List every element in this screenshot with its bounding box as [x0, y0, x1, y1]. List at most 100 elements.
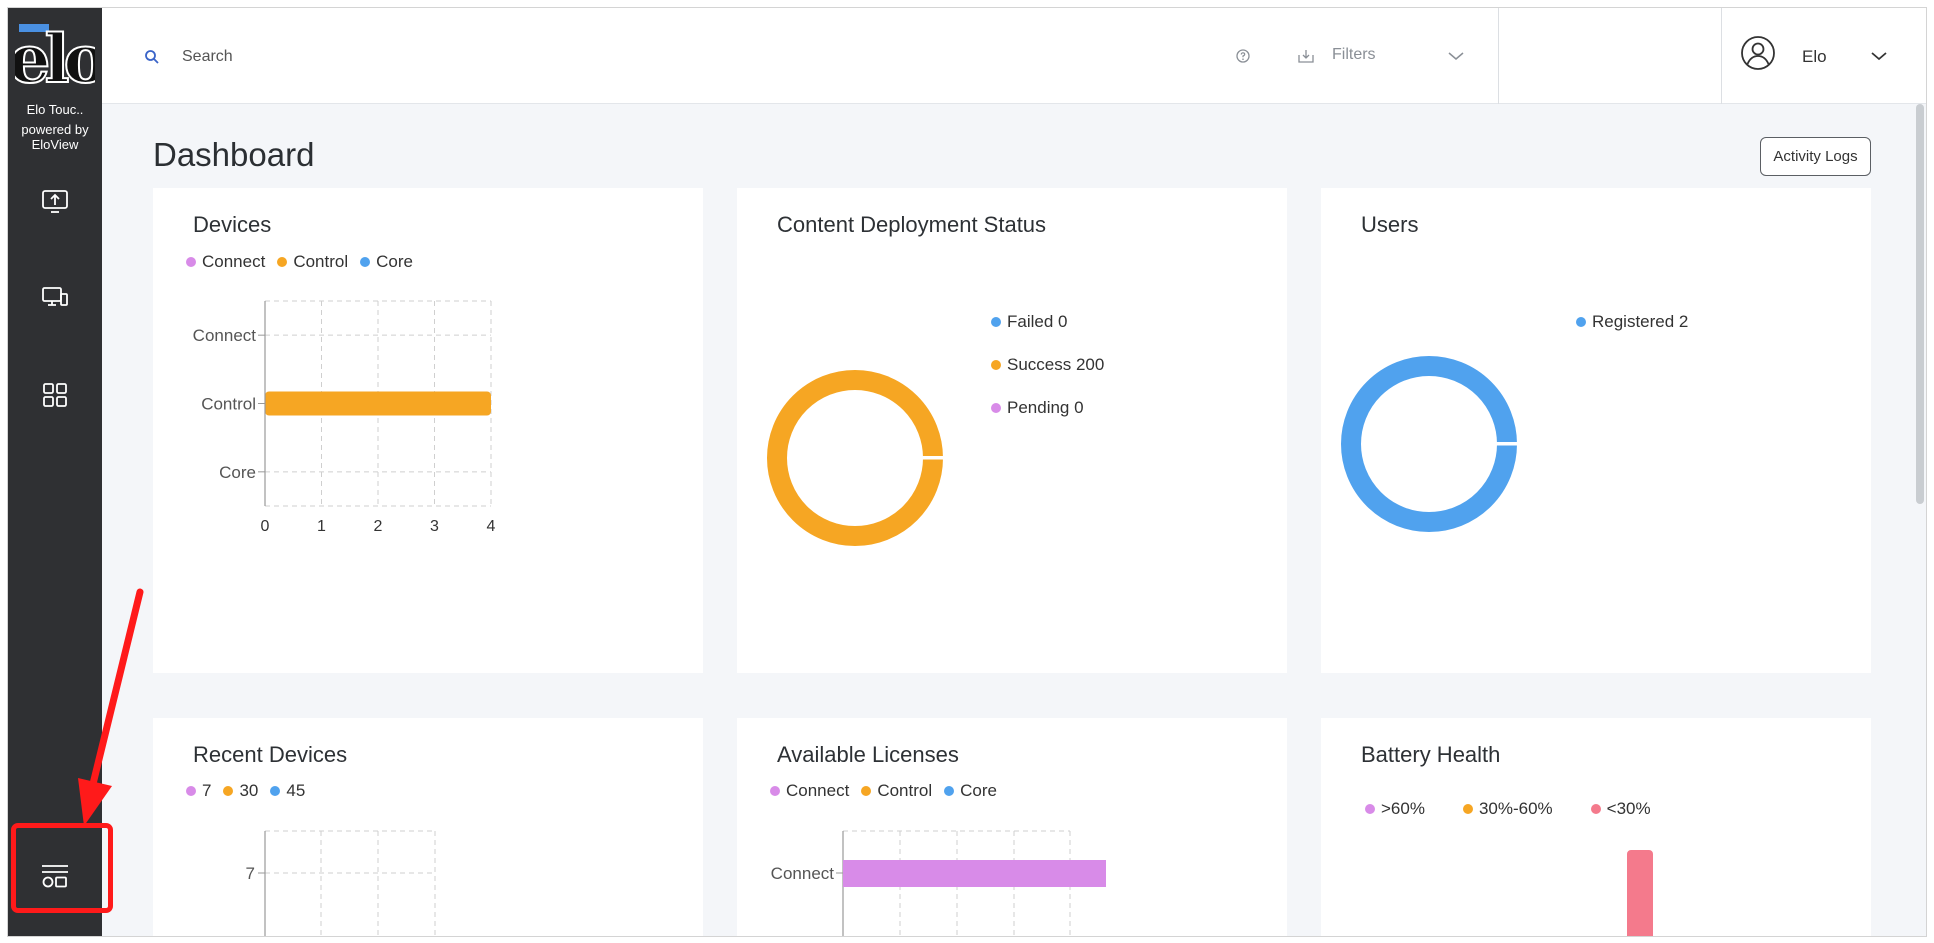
x-tick-label: 1 [317, 518, 326, 535]
legend-dot [944, 786, 955, 796]
x-tick-label: 4 [487, 518, 496, 535]
legend-label: <30% [1606, 799, 1651, 818]
y-tick-label: Core [219, 463, 256, 482]
legend-dot [1590, 804, 1601, 814]
card-title: Users [1361, 212, 1419, 237]
card-title: Devices [193, 212, 272, 237]
nav-menu-toggle[interactable] [30, 851, 80, 901]
legend-label: Control [877, 781, 933, 800]
nav-upload-content[interactable] [30, 176, 80, 226]
bar-connect[interactable] [843, 860, 1106, 887]
legend-label: Success 200 [1007, 354, 1105, 374]
search-input[interactable] [182, 48, 882, 66]
users-donut [1341, 356, 1519, 532]
legend-dot [223, 786, 234, 796]
recent-devices-legend: 7 30 45 [186, 781, 317, 801]
legend-dot [770, 786, 780, 796]
legend-item[interactable]: <30% [1590, 799, 1651, 819]
content-deployment-legend: Failed 0 Success 200 Pending 0 [991, 310, 1116, 439]
legend-label: 45 [286, 781, 306, 800]
bar-low-battery[interactable] [1627, 850, 1653, 936]
app-window: elo Elo Touc.. powered by EloView [7, 7, 1927, 937]
user-name[interactable]: Elo [1802, 47, 1827, 66]
nav-apps[interactable] [30, 370, 80, 420]
y-tick-label: Connect [771, 864, 835, 883]
legend-label: Pending 0 [1007, 397, 1084, 417]
card-title: Battery Health [1361, 742, 1501, 767]
legend-item[interactable]: Success 200 [991, 353, 1104, 376]
x-tick-label: 0 [261, 518, 270, 535]
devices-legend: Connect Control Core [186, 252, 425, 272]
recent-devices-card: Recent Devices 7 30 45 7 [153, 718, 703, 936]
legend-item[interactable]: >60% [1365, 799, 1425, 819]
powered-by: powered by [21, 122, 89, 137]
content-deployment-card: Content Deployment Status Failed 0 Succe… [737, 188, 1287, 673]
filter-icon[interactable] [1297, 48, 1315, 64]
users-legend: Registered 2 [1576, 310, 1700, 353]
activity-logs-button[interactable]: Activity Logs [1760, 137, 1871, 176]
legend-item[interactable]: 30%-60% [1462, 799, 1553, 819]
upload-content-icon [42, 190, 68, 213]
divider [1721, 8, 1722, 104]
legend-dot [360, 257, 371, 267]
chevron-down-icon[interactable] [1447, 50, 1465, 62]
page-title: Dashboard [153, 136, 315, 173]
legend-label: 30%-60% [1478, 799, 1553, 818]
bar-control[interactable] [265, 391, 491, 416]
legend-item[interactable]: Connect [186, 252, 265, 272]
card-title: Available Licenses [777, 742, 959, 767]
legend-dot [186, 786, 196, 796]
available-licenses-bar-chart: Connect [771, 830, 1106, 936]
red-arrow-annotation [78, 588, 144, 826]
search-icon [145, 50, 159, 64]
legend-item[interactable]: Pending 0 [991, 396, 1104, 419]
legend-item[interactable]: Registered 2 [1576, 310, 1688, 333]
menu-toggle-icon [42, 865, 68, 888]
content-deployment-donut [767, 370, 945, 546]
card-title: Content Deployment Status [777, 212, 1047, 237]
chevron-down-icon[interactable] [1870, 50, 1888, 62]
vertical-scrollbar[interactable] [1916, 104, 1924, 504]
highlight-annotation [11, 823, 113, 913]
legend-label: Core [960, 781, 997, 800]
chart-grid [264, 830, 436, 936]
legend-item[interactable]: Control [861, 781, 932, 801]
legend-label: >60% [1381, 799, 1425, 818]
legend-label: Core [376, 252, 413, 271]
devices-bar-chart: 0 1 2 3 4 Connect Control Core [193, 300, 496, 535]
divider [1498, 8, 1499, 104]
available-licenses-card: Available Licenses Connect Control Core … [737, 718, 1287, 936]
user-avatar-icon[interactable] [1740, 35, 1776, 71]
legend-label: 30 [239, 781, 259, 800]
legend-item[interactable]: 30 [223, 781, 258, 801]
legend-dot [991, 402, 1001, 413]
legend-item[interactable]: 45 [270, 781, 305, 801]
donut-gap [1489, 442, 1519, 446]
nav-devices[interactable] [30, 272, 80, 322]
legend-item[interactable]: Core [944, 781, 997, 801]
legend-item[interactable]: Failed 0 [991, 310, 1104, 333]
legend-item[interactable]: Control [277, 252, 348, 272]
donut-slice-success[interactable] [767, 370, 943, 546]
legend-dot [270, 786, 281, 796]
battery-health-legend: >60% 30%-60% <30% [1365, 799, 1663, 819]
filters-dropdown[interactable]: Filters [1332, 46, 1376, 63]
legend-dot [1576, 316, 1586, 327]
y-tick-label: Control [201, 395, 256, 414]
legend-dot [991, 316, 1001, 327]
legend-dot [186, 257, 196, 267]
card-title: Recent Devices [193, 742, 348, 767]
legend-item[interactable]: Connect [770, 781, 849, 801]
available-licenses-legend: Connect Control Core [770, 781, 1009, 801]
brand-sub: EloView [31, 137, 79, 152]
legend-label: Connect [202, 252, 266, 271]
donut-slice-registered[interactable] [1341, 356, 1517, 532]
legend-item[interactable]: Core [360, 252, 413, 272]
help-icon[interactable] [1235, 48, 1251, 64]
battery-health-card: Battery Health >60% 30%-60% <30% [1321, 718, 1871, 936]
legend-dot [991, 359, 1001, 370]
users-card: Users Registered 2 [1321, 188, 1871, 673]
legend-label: Connect [786, 781, 850, 800]
sidebar: elo Elo Touc.. powered by EloView [8, 8, 102, 936]
legend-item[interactable]: 7 [186, 781, 211, 801]
